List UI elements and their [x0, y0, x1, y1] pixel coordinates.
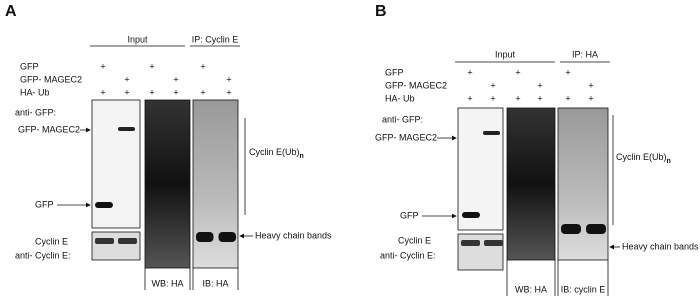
label: GFP	[400, 210, 419, 220]
blot-cyclin	[457, 233, 504, 271]
row-label: GFP- MAGEC2	[385, 80, 447, 90]
band	[95, 202, 113, 208]
sign: +	[588, 93, 593, 103]
sign: +	[565, 93, 570, 103]
sign: +	[490, 93, 495, 103]
band	[561, 224, 581, 234]
ub-label: Cyclin E(Ub)n	[249, 147, 304, 159]
label: anti- GFP:	[15, 107, 56, 117]
band	[118, 127, 135, 131]
sign: +	[173, 74, 178, 84]
sign: +	[124, 87, 129, 97]
sign: +	[515, 93, 520, 103]
label: GFP	[35, 199, 54, 209]
label: Cyclin E	[398, 235, 431, 245]
sign: +	[200, 61, 205, 71]
blot-label: IB: cyclin E	[561, 284, 606, 294]
sign: +	[565, 67, 570, 77]
blot-anti-gfp	[91, 99, 141, 229]
band	[483, 131, 500, 135]
blot-cyclin	[91, 231, 141, 261]
ub-subscript: n	[300, 153, 304, 160]
blot-anti-gfp	[457, 107, 504, 231]
blot-wb-ha	[144, 99, 191, 269]
sign: +	[226, 87, 231, 97]
sign: +	[490, 80, 495, 90]
band	[196, 232, 214, 242]
blot-label: IB: HA	[202, 278, 228, 288]
row-label: GFP	[385, 67, 404, 77]
row-label: GFP- MAGEC2	[20, 74, 82, 84]
band	[95, 238, 114, 244]
ub-text: Cyclin E(Ub)	[616, 152, 667, 162]
ub-label: Cyclin E(Ub)n	[616, 152, 671, 164]
sign: +	[200, 87, 205, 97]
band	[586, 224, 606, 234]
ub-subscript: n	[667, 158, 671, 165]
sign: +	[149, 87, 154, 97]
blot-label: WB: HA	[151, 278, 183, 288]
label: GFP- MAGEC2	[375, 132, 437, 142]
band	[118, 238, 137, 244]
sign: +	[537, 80, 542, 90]
row-label: HA- Ub	[385, 93, 415, 103]
label: Cyclin E	[35, 236, 68, 246]
band	[461, 240, 480, 246]
ub-text: Cyclin E(Ub)	[249, 147, 300, 157]
label: anti- Cyclin E:	[15, 250, 71, 260]
sign: +	[467, 93, 472, 103]
band	[484, 240, 503, 246]
row-label: GFP	[20, 61, 39, 71]
panel-letter: A	[5, 3, 17, 20]
blot-wb-ha	[506, 107, 556, 261]
input-header: Input	[495, 49, 516, 59]
sign: +	[149, 61, 154, 71]
ip-header: IP: Cyclin E	[192, 34, 239, 44]
band	[218, 232, 236, 242]
sign: +	[515, 67, 520, 77]
sign: +	[173, 87, 178, 97]
sign: +	[467, 67, 472, 77]
blot-ip	[192, 99, 239, 269]
sign: +	[537, 93, 542, 103]
heavy-label: Heavy chain bands	[255, 230, 332, 240]
blot-label: WB: HA	[515, 284, 547, 294]
band	[462, 212, 480, 218]
input-header: Input	[127, 34, 148, 44]
label: anti- GFP:	[382, 114, 423, 124]
heavy-label: Heavy chain bands	[622, 241, 699, 251]
sign: +	[124, 74, 129, 84]
ip-header: IP: HA	[572, 49, 598, 59]
label: GFP- MAGEC2	[18, 124, 80, 134]
sign: +	[100, 61, 105, 71]
sign: +	[226, 74, 231, 84]
row-label: HA- Ub	[20, 87, 50, 97]
sign: +	[588, 80, 593, 90]
sign: +	[100, 87, 105, 97]
blot-ip	[557, 107, 609, 261]
label: anti- Cyclin E:	[380, 250, 436, 260]
panel-letter: B	[375, 3, 387, 20]
